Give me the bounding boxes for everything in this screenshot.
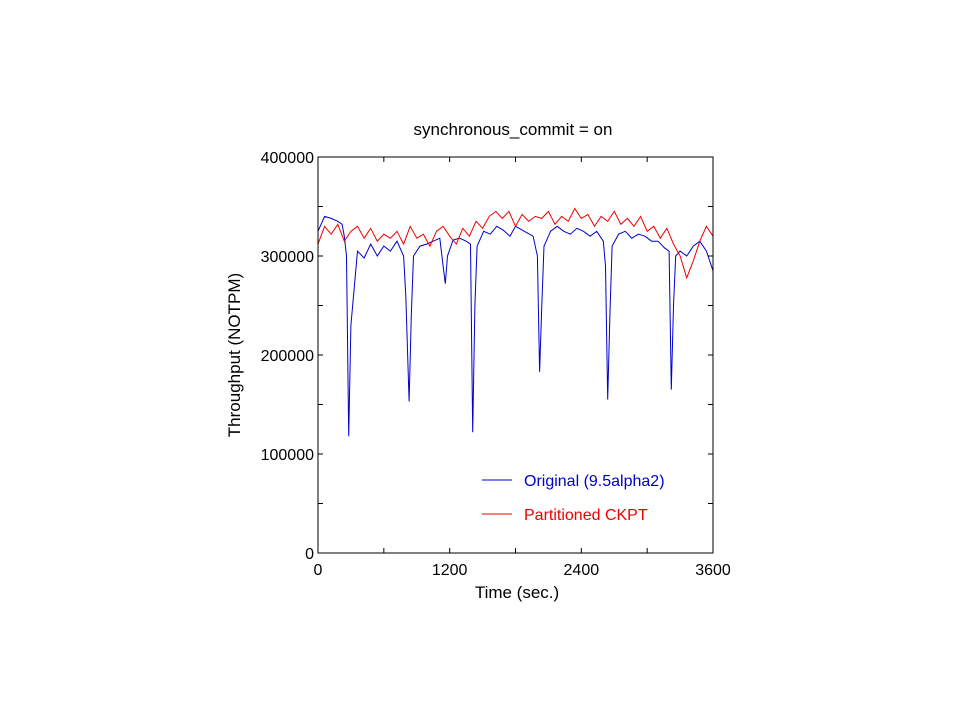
y-tick-label: 300000 — [261, 249, 314, 266]
ticks-layer: 0 1200 2400 3600 0 100000 200000 300000 400000 — [261, 150, 731, 579]
series-line-1 — [317, 215, 714, 437]
y-axis-title: Throughput (NOTPM) — [225, 273, 244, 437]
x-tick-label: 1200 — [432, 562, 468, 579]
y-tick-label: 400000 — [261, 150, 314, 167]
x-axis-title: Time (sec.) — [475, 583, 559, 602]
legend-label-1: Original (9.5alpha2) — [524, 473, 665, 490]
x-tick-label: 0 — [314, 562, 323, 579]
y-tick-label: 0 — [305, 546, 314, 563]
x-tick-label: 3600 — [695, 562, 731, 579]
legend: Original (9.5alpha2) Partitioned CKPT — [482, 473, 665, 524]
y-tick-label: 200000 — [261, 348, 314, 365]
series-line-2 — [317, 207, 714, 280]
series-layer — [317, 207, 714, 437]
chart-title: synchronous_commit = on — [414, 120, 613, 139]
x-tick-label: 2400 — [564, 562, 600, 579]
legend-label-2: Partitioned CKPT — [524, 507, 648, 524]
y-tick-label: 100000 — [261, 447, 314, 464]
